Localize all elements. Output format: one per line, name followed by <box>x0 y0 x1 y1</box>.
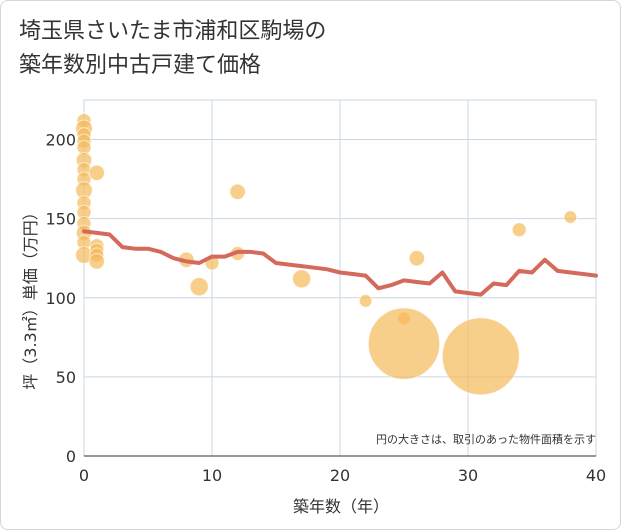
grid <box>83 99 597 457</box>
trend-line-group <box>82 229 598 297</box>
bubble-point <box>367 307 441 380</box>
y-tick-label: 50 <box>56 368 76 387</box>
y-tick-label: 200 <box>45 131 76 150</box>
chart-title-line-2: 築年数別中古戸建て価格 <box>19 53 262 78</box>
x-tick-label: 30 <box>458 466 478 485</box>
x-axis-title: 築年数（年） <box>293 497 389 516</box>
bubble-point <box>292 269 312 289</box>
x-tick-label: 10 <box>202 466 222 485</box>
bubbles <box>75 113 578 396</box>
bubble-point <box>441 317 520 396</box>
x-tick-label: 0 <box>79 466 89 485</box>
bubble-point <box>88 253 106 270</box>
chart-title: 埼玉県さいたま市浦和区駒場の 築年数別中古戸建て価格 <box>19 15 326 83</box>
bubble-point <box>229 183 246 200</box>
y-tick-label: 100 <box>45 289 76 308</box>
bubble-point <box>88 164 106 181</box>
bubble-point <box>358 294 373 308</box>
x-tick-label: 20 <box>330 466 350 485</box>
y-axis-title: 坪（3.3㎡）単価（万円） <box>21 204 40 389</box>
bubble-point <box>408 250 425 267</box>
y-tick-label: 0 <box>66 447 76 466</box>
x-tick-label: 40 <box>586 466 606 485</box>
bubble-point <box>511 222 527 238</box>
y-tick-label: 150 <box>45 210 76 229</box>
bubble-point <box>563 210 578 224</box>
bubble-size-note: 円の大きさは、取引のあった物件面積を示す <box>376 432 596 446</box>
trend-line <box>82 229 598 297</box>
axis-ticks: 0 10 20 30 40 0 50 100 150 200 <box>45 131 606 485</box>
chart-title-line-1: 埼玉県さいたま市浦和区駒場の <box>19 19 327 44</box>
bubble-point <box>189 277 209 297</box>
